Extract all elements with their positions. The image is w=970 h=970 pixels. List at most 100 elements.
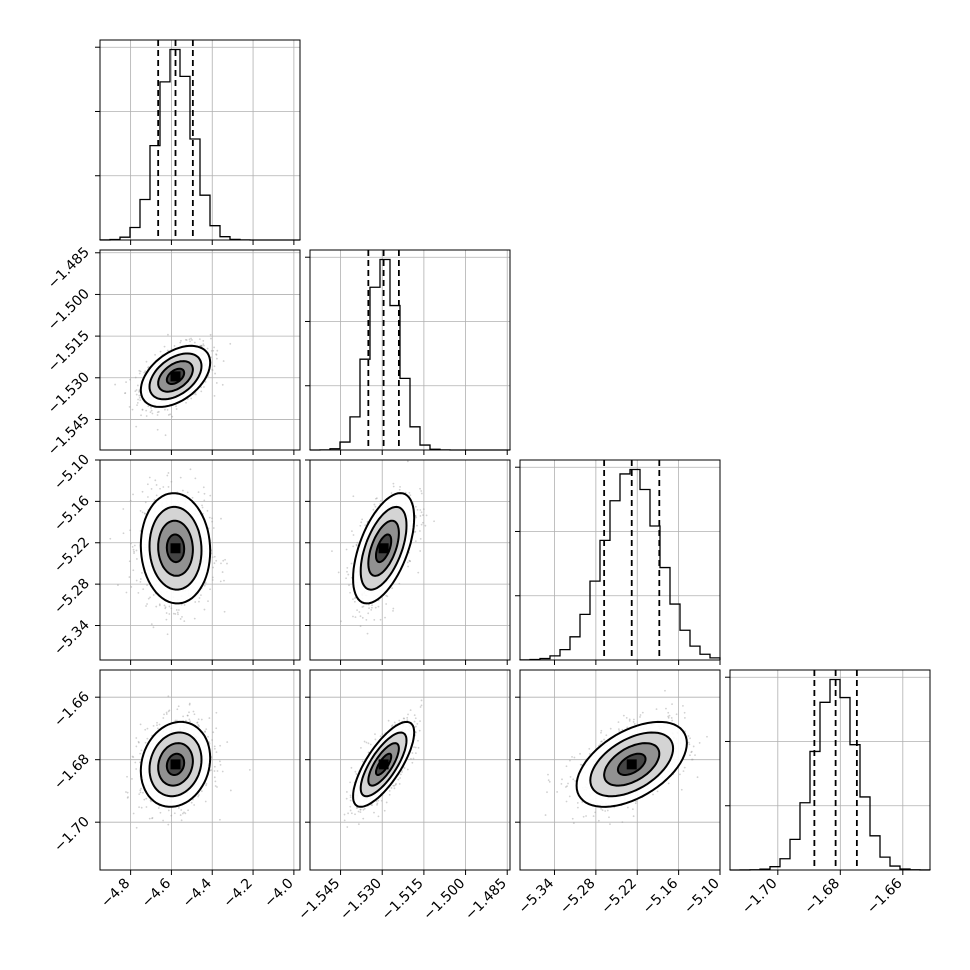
scatter-point: [204, 380, 207, 383]
scatter-point: [361, 616, 364, 619]
scatter-point: [214, 780, 217, 783]
scatter-point: [172, 612, 175, 615]
scatter-point: [209, 494, 212, 497]
scatter-point: [375, 497, 378, 500]
scatter-point: [133, 550, 135, 553]
scatter-point: [419, 706, 422, 708]
panel-frame: [309, 459, 511, 661]
scatter-point: [135, 393, 138, 396]
scatter-point: [410, 757, 412, 760]
scatter-point: [166, 349, 169, 352]
scatter-point: [201, 504, 203, 507]
scatter-point: [388, 790, 391, 792]
scatter-point: [618, 730, 621, 732]
scatter-point: [202, 486, 205, 489]
scatter-point: [350, 562, 353, 565]
scatter-point: [374, 497, 377, 500]
scatter-point: [355, 773, 358, 775]
scatter-point: [420, 490, 423, 492]
scatter-point: [609, 823, 611, 826]
scatter-point: [141, 408, 144, 411]
scatter-point: [188, 718, 191, 721]
scatter-point: [168, 709, 171, 712]
scatter-point: [416, 723, 419, 725]
scatter-point: [203, 386, 205, 388]
scatter-point: [361, 760, 364, 763]
scatter-point: [170, 607, 173, 610]
scatter-point: [174, 613, 177, 615]
scatter-point: [211, 739, 213, 741]
scatter-point: [199, 344, 201, 347]
scatter-point: [159, 350, 162, 353]
scatter-point: [403, 767, 406, 769]
scatter-point: [167, 695, 170, 698]
scatter-point: [140, 414, 142, 417]
scatter-point: [164, 408, 166, 411]
scatter-point: [360, 746, 362, 749]
scatter-point: [374, 738, 377, 741]
scatter-point: [140, 806, 143, 809]
scatter-point: [125, 791, 127, 793]
scatter-point: [202, 339, 205, 342]
scatter-point: [374, 733, 376, 736]
contour-line: [359, 731, 408, 798]
contour-line: [157, 742, 194, 787]
scatter-point: [203, 499, 206, 502]
scatter-point: [193, 341, 196, 344]
scatter-point: [219, 744, 222, 747]
scatter-point: [139, 578, 142, 580]
density-peak: [170, 543, 181, 554]
scatter-point: [179, 341, 182, 344]
scatter-point: [185, 401, 187, 404]
scatter-point: [406, 716, 409, 719]
scatter-point: [222, 559, 225, 562]
scatter-point: [138, 806, 140, 809]
scatter-point: [588, 747, 591, 750]
scatter-point: [162, 717, 165, 719]
scatter-point: [383, 809, 386, 812]
scatter-point: [150, 800, 152, 803]
scatter-point: [408, 492, 411, 494]
scatter-point: [212, 349, 215, 352]
scatter-point: [413, 714, 416, 717]
scatter-point: [211, 369, 214, 372]
scatter-point: [169, 413, 172, 416]
scatter-point: [164, 434, 167, 437]
scatter-point: [180, 819, 183, 822]
scatter-point: [191, 496, 194, 499]
scatter-point: [152, 724, 155, 727]
scatter-point: [417, 739, 419, 742]
scatter-point: [202, 344, 205, 347]
scatter-point: [347, 573, 350, 576]
scatter-point: [367, 751, 370, 754]
scatter-point: [359, 625, 362, 628]
scatter-point: [139, 370, 142, 373]
scatter-point: [248, 768, 251, 771]
scatter-point: [211, 579, 214, 581]
scatter-point: [652, 793, 654, 796]
scatter-point: [158, 604, 161, 607]
scatter-point: [142, 791, 144, 794]
scatter-point: [356, 541, 359, 544]
scatter-point: [392, 482, 395, 485]
scatter-point: [349, 799, 352, 802]
scatter-point: [139, 791, 142, 794]
scatter-point: [414, 515, 417, 517]
scatter-point: [151, 816, 154, 819]
scatter-point: [215, 353, 218, 356]
scatter-point: [394, 783, 397, 786]
scatter-point: [126, 791, 129, 794]
scatter-point: [347, 812, 350, 815]
scatter-point: [210, 349, 213, 352]
scatter-point: [216, 770, 219, 772]
scatter-point: [226, 741, 229, 743]
scatter-point: [398, 783, 401, 785]
scatter-point: [211, 556, 214, 559]
scatter-point: [364, 524, 367, 527]
scatter-point: [626, 726, 629, 729]
scatter-point: [223, 579, 225, 582]
scatter-point: [188, 702, 191, 705]
scatter-point: [171, 415, 174, 418]
scatter-point: [385, 603, 388, 605]
scatter-point: [393, 784, 396, 787]
